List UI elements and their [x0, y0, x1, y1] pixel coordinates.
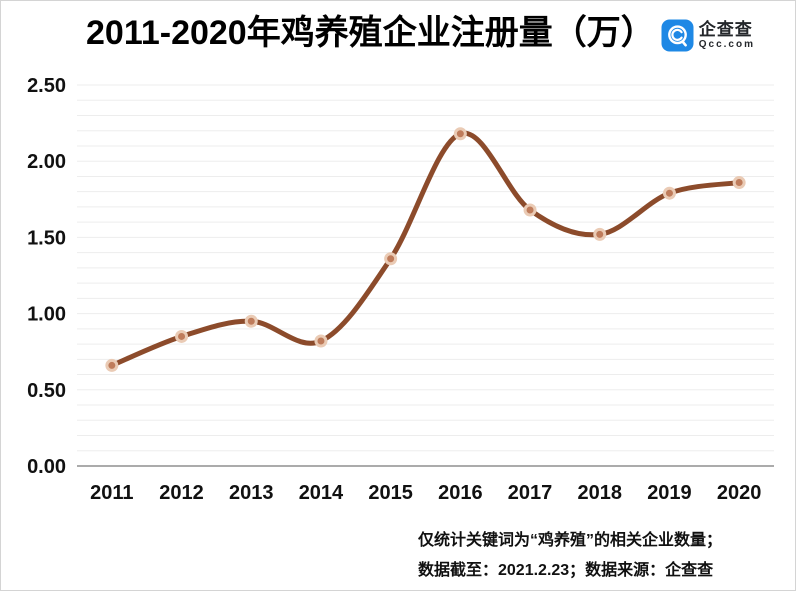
chart-footnote: 仅统计关键词为“鸡养殖”的相关企业数量； 数据截至：2021.2.23；数据来源…: [418, 526, 722, 586]
data-point: [175, 329, 189, 343]
footnote-line2: 数据截至：2021.2.23；数据来源：企查查: [418, 562, 714, 579]
x-tick-label: 2019: [647, 482, 692, 504]
x-tick-label: 2014: [299, 482, 344, 504]
data-point: [314, 334, 328, 348]
y-tick-label: 0.00: [27, 456, 66, 478]
data-point: [593, 227, 607, 241]
data-point: [732, 176, 746, 190]
x-tick-label: 2011: [90, 482, 133, 504]
x-tick-label: 2017: [508, 482, 553, 504]
data-point: [523, 203, 537, 217]
data-point: [662, 186, 676, 200]
data-point: [384, 252, 398, 266]
logo-name: 企查查: [698, 20, 753, 39]
data-point: [244, 314, 258, 328]
series-line: [109, 130, 742, 368]
footnote-line1: 仅统计关键词为“鸡养殖”的相关企业数量；: [418, 532, 723, 549]
qichacha-logo: 企查查 Qcc.com: [661, 19, 755, 52]
data-point: [105, 358, 119, 372]
y-tick-label: 1.50: [27, 227, 66, 249]
qichacha-logo-icon: [661, 19, 694, 52]
x-tick-label: 2018: [578, 482, 623, 504]
chart-header: 2011-2020年鸡养殖企业注册量（万） 企查查 Qcc.com: [86, 12, 755, 54]
y-tick-label: 2.00: [27, 151, 66, 173]
x-tick-label: 2012: [159, 482, 204, 504]
data-point: [453, 127, 467, 141]
x-tick-label: 2020: [717, 482, 762, 504]
logo-text: 企查查 Qcc.com: [699, 20, 755, 51]
y-tick-label: 0.50: [27, 380, 66, 402]
x-tick-label: 2013: [229, 482, 274, 504]
x-tick-label: 2016: [438, 482, 483, 504]
x-tick-label: 2015: [368, 482, 413, 504]
logo-domain: Qcc.com: [698, 39, 755, 50]
y-tick-label: 1.00: [27, 304, 66, 326]
y-tick-label: 2.50: [27, 75, 66, 97]
chart-title: 2011-2020年鸡养殖企业注册量（万）: [86, 14, 655, 52]
